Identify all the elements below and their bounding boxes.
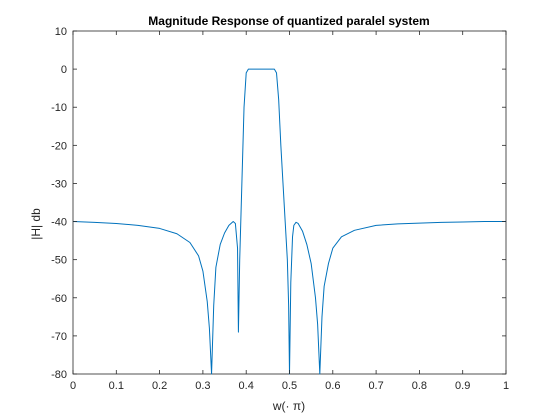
x-tick-label: 0.5 (282, 380, 297, 392)
series-line (72, 68, 506, 375)
chart-title: Magnitude Response of quantized paralel … (148, 14, 429, 28)
y-axis-label: |H| db (29, 208, 43, 240)
x-tick-label: 0.4 (239, 380, 254, 392)
axes-box (72, 30, 507, 375)
y-tick-label: -70 (51, 331, 67, 343)
series-layer (72, 68, 506, 375)
x-tick-label: 0.8 (412, 380, 427, 392)
x-tick-label: 0.7 (368, 380, 383, 392)
x-tick-label: 0 (70, 380, 76, 392)
x-tick-label: 0.1 (109, 380, 124, 392)
tick-layer: 0 0.1 0.2 0.3 0.4 0.5 0.6 0.7 0.8 0.9 1 10 0 -10 -20 -3… (51, 26, 509, 392)
y-tick-label: -40 (51, 217, 67, 229)
y-tick-label: -80 (51, 369, 67, 381)
y-tick-label: 10 (55, 26, 67, 38)
y-tick-label: -20 (51, 140, 67, 152)
y-tick-label: 0 (61, 64, 67, 76)
plot-area: 0 0.1 0.2 0.3 0.4 0.5 0.6 0.7 0.8 0.9 1 10 0 -10 -20 -3… (51, 26, 509, 392)
x-tick-label: 0.2 (152, 380, 167, 392)
x-axis-label: w(· π) (272, 399, 305, 413)
x-tick-label: 1 (503, 380, 509, 392)
x-tick-label: 0.6 (325, 380, 340, 392)
x-tick-label: 0.3 (195, 380, 210, 392)
x-tick-label: 0.9 (455, 380, 470, 392)
y-tick-label: -30 (51, 178, 67, 190)
y-tick-label: -50 (51, 255, 67, 267)
y-tick-label: -60 (51, 293, 67, 305)
y-tick-label: -10 (51, 102, 67, 114)
